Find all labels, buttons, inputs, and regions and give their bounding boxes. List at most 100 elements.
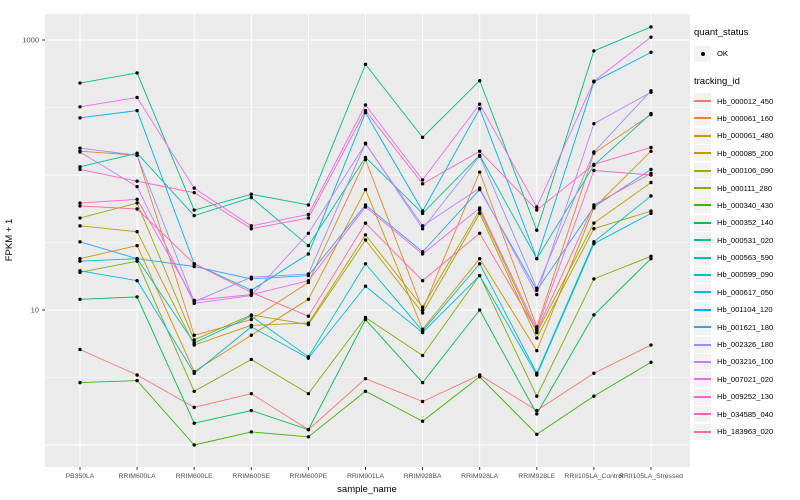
data-point <box>363 62 368 67</box>
data-point <box>135 95 139 100</box>
x-tick-label: RRIM928LE <box>518 473 555 480</box>
data-point <box>535 205 539 209</box>
legend-entry-label: Hb_000563_590 <box>717 253 774 263</box>
line-swatch-icon <box>694 413 711 416</box>
data-point <box>192 341 196 345</box>
data-point <box>363 103 368 107</box>
legend-entry-label: Hb_002326_180 <box>717 340 774 350</box>
data-point <box>249 227 253 231</box>
data-point <box>78 256 82 261</box>
legend-entry-Hb_000340_430: Hb_000340_430 <box>694 197 800 214</box>
data-point <box>249 391 253 396</box>
data-point <box>592 277 596 281</box>
line-swatch-icon <box>694 343 711 346</box>
data-point <box>420 419 425 423</box>
data-point <box>535 228 539 232</box>
x-tick-label: RRIM600LE <box>176 473 213 480</box>
data-point <box>649 167 653 172</box>
data-point <box>249 290 253 295</box>
data-point <box>592 241 596 246</box>
data-point <box>649 149 653 153</box>
data-point <box>363 221 368 225</box>
data-point <box>306 322 311 327</box>
data-point <box>78 201 82 205</box>
data-point <box>78 167 82 172</box>
x-tick-label: RRIM600PE <box>290 473 328 480</box>
data-point <box>592 79 596 83</box>
data-point <box>306 252 311 256</box>
data-point <box>306 427 311 432</box>
data-point <box>135 373 139 377</box>
legend-entry-label: Hb_001621_180 <box>717 322 774 332</box>
data-point <box>420 278 425 283</box>
data-point <box>592 168 596 173</box>
data-point <box>135 259 139 263</box>
data-point <box>420 380 425 385</box>
x-axis-title: sample_name <box>337 484 397 495</box>
data-point <box>420 330 425 335</box>
data-point <box>135 378 139 383</box>
line-swatch-icon <box>694 308 711 311</box>
data-point <box>649 35 653 39</box>
data-point <box>535 408 539 413</box>
line-swatch-icon <box>694 204 711 207</box>
data-point <box>192 186 196 190</box>
legend-entry-Hb_000111_280: Hb_000111_280 <box>694 179 800 197</box>
data-point <box>478 78 482 83</box>
data-point <box>192 213 196 218</box>
x-tick-label: RRIM600LA <box>119 473 156 480</box>
data-point <box>363 284 368 288</box>
legend-entry-label: Hb_000106_090 <box>717 166 774 176</box>
legend-key-box <box>694 266 711 283</box>
data-point <box>249 314 253 318</box>
data-point <box>649 194 653 198</box>
line-swatch-icon <box>694 152 711 155</box>
data-point <box>306 216 311 220</box>
x-tick-label: RRIM928BA <box>404 473 442 480</box>
legend-key-box <box>694 145 711 162</box>
data-point <box>135 153 139 157</box>
data-point <box>135 71 139 75</box>
legend-title-quant-status: quant_status <box>694 27 749 38</box>
legend-key-box <box>694 388 711 405</box>
y-tick-label: 10 <box>31 306 39 315</box>
legend-key-box <box>694 214 711 231</box>
data-point <box>649 360 653 364</box>
legend-entry-Hb_000061_480: Hb_000061_480 <box>694 127 800 144</box>
data-point <box>478 256 482 261</box>
data-point <box>249 333 253 337</box>
data-point <box>420 305 425 309</box>
data-point <box>535 432 539 437</box>
data-point <box>420 399 425 404</box>
legend-key-ok: OK <box>694 45 800 62</box>
data-point <box>478 375 482 379</box>
data-point <box>649 90 653 94</box>
data-point <box>363 262 368 266</box>
data-point <box>363 142 368 146</box>
x-tick-label: RRII105LA_Stressed <box>619 473 683 480</box>
legend-entry-Hb_000531_020: Hb_000531_020 <box>694 232 800 249</box>
data-point <box>135 197 139 202</box>
legend-key-box <box>694 110 711 127</box>
data-point <box>78 146 82 150</box>
data-point <box>135 179 139 183</box>
legend-entry-Hb_000617_050: Hb_000617_050 <box>694 284 800 301</box>
data-point <box>649 50 653 55</box>
data-point <box>192 371 196 375</box>
line-swatch-icon <box>694 430 711 433</box>
data-point <box>478 154 482 158</box>
legend-entry-label: Hb_000085_200 <box>717 148 774 158</box>
data-point <box>478 211 482 216</box>
legend-entry-Hb_001621_180: Hb_001621_180 <box>694 318 800 336</box>
legend-entry-label: Hb_034585_040 <box>717 409 774 419</box>
data-point <box>78 165 82 169</box>
point-marker-icon <box>700 51 705 56</box>
legend-entry-label: Hb_000061_480 <box>717 131 774 141</box>
legend-key-box <box>694 232 711 249</box>
legend-entry-label: Hb_000340_430 <box>717 200 774 210</box>
data-point <box>306 243 311 248</box>
data-point <box>78 224 82 228</box>
line-swatch-icon <box>694 239 711 242</box>
data-point <box>249 408 253 413</box>
